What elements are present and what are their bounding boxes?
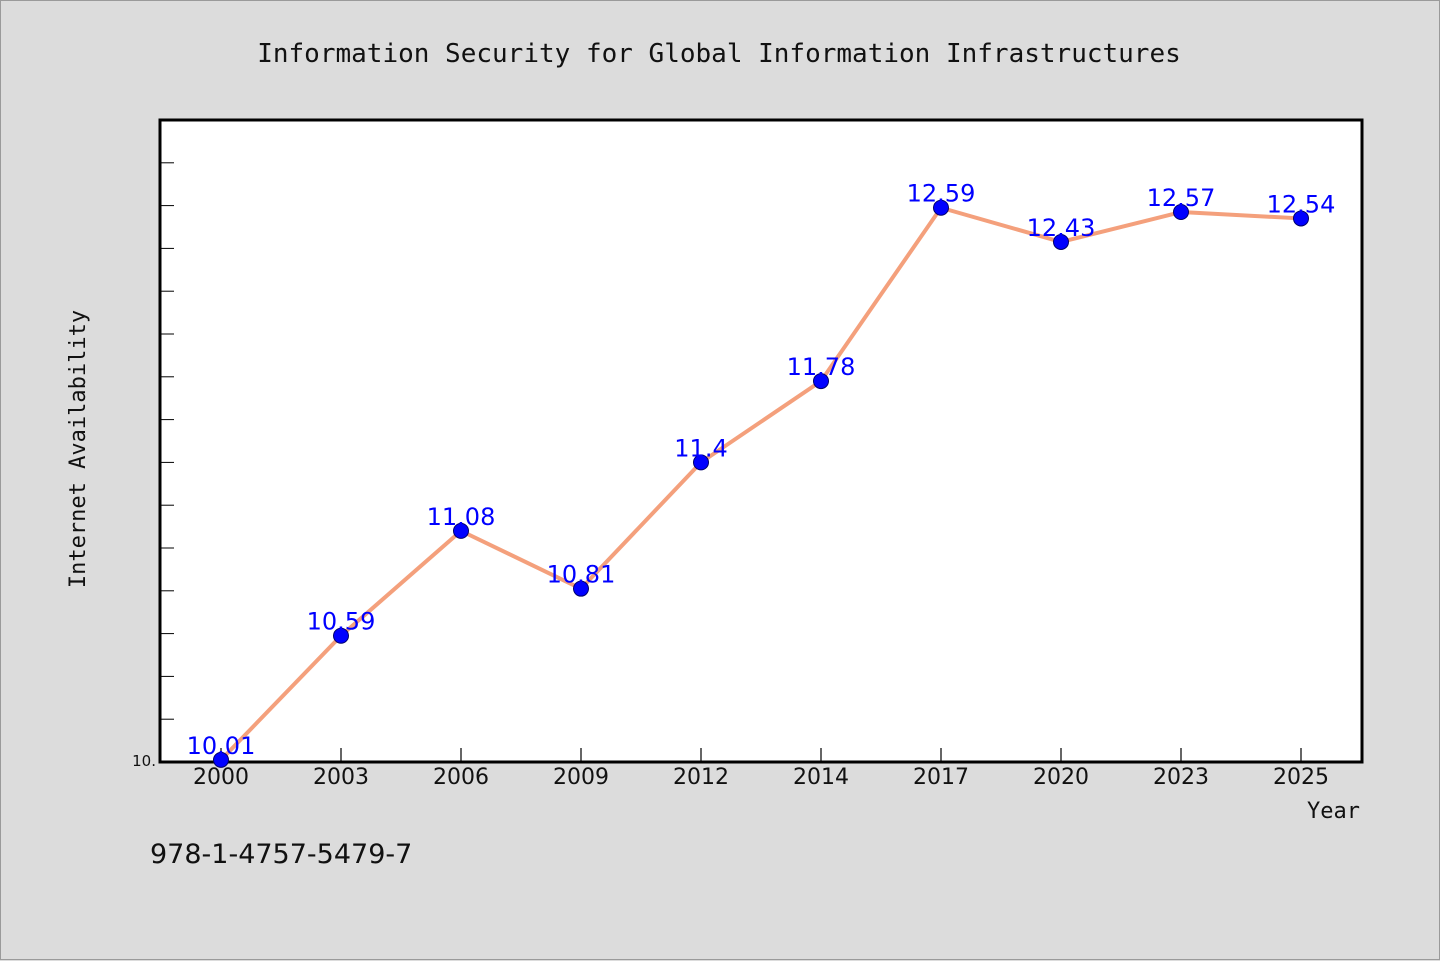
x-tick-label: 2023	[1153, 765, 1209, 790]
data-label: 12.54	[1267, 190, 1336, 218]
data-label: 12.57	[1147, 184, 1216, 212]
x-axis-label: Year	[1307, 799, 1360, 824]
y-tick-label: 10.	[132, 752, 156, 770]
series-line	[219, 205, 1303, 762]
plot-area	[158, 118, 1364, 764]
data-label: 11.08	[427, 503, 496, 531]
data-point	[1053, 233, 1069, 250]
data-point	[693, 454, 709, 471]
x-tick-label: 2000	[193, 765, 249, 790]
data-label: 11.4	[674, 434, 727, 462]
data-label: 12.43	[1027, 214, 1096, 242]
x-axis-ticks: 2000 2003 2006 2009 2012 2014 2017 2020 2023 2025	[193, 748, 1329, 790]
data-label: 11.78	[787, 353, 856, 381]
series-group: 10.01 10.59 11.08 10.81 11.4 11.78 12.59 12.43 1…	[187, 180, 1336, 768]
data-point	[213, 751, 229, 768]
data-label: 10.81	[547, 561, 616, 589]
x-tick-label: 2017	[913, 765, 969, 790]
data-point	[1293, 210, 1309, 227]
data-point	[333, 627, 349, 644]
data-point	[573, 580, 589, 597]
x-tick-label: 2003	[313, 765, 369, 790]
y-axis-label: Internet Availability	[66, 310, 91, 588]
x-tick-label: 2020	[1033, 765, 1089, 790]
y-axis-ticks: 10.	[132, 162, 174, 770]
x-tick-label: 2006	[433, 765, 489, 790]
data-point	[453, 522, 469, 539]
data-point	[813, 373, 829, 390]
data-label: 10.59	[307, 608, 376, 636]
isbn-text: 978-1-4757-5479-7	[150, 839, 412, 870]
data-point	[1173, 204, 1189, 221]
data-point	[933, 199, 949, 216]
data-label: 12.59	[907, 180, 976, 208]
chart-title: Information Security for Global Informat…	[257, 39, 1181, 69]
x-tick-label: 2025	[1273, 765, 1329, 790]
x-tick-label: 2014	[793, 765, 849, 790]
x-tick-label: 2012	[673, 765, 729, 790]
data-label: 10.01	[187, 732, 256, 760]
x-tick-label: 2009	[553, 765, 609, 790]
